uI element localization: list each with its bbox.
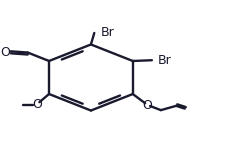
Text: O: O [142,99,152,112]
Text: O: O [1,46,11,59]
Text: Br: Br [101,26,115,39]
Text: O: O [32,98,42,111]
Text: Br: Br [158,54,172,67]
